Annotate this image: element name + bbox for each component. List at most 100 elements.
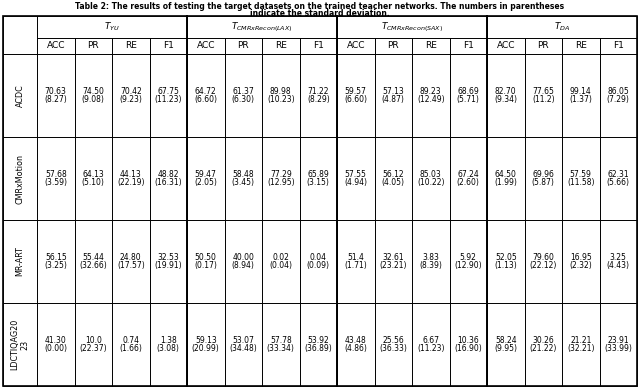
Bar bbox=[412, 38, 449, 54]
Bar bbox=[449, 137, 487, 220]
Text: 79.60: 79.60 bbox=[532, 253, 554, 262]
Bar bbox=[374, 137, 412, 220]
Bar bbox=[112, 38, 150, 54]
Text: 56.12: 56.12 bbox=[383, 170, 404, 179]
Text: (1.66): (1.66) bbox=[119, 344, 142, 353]
Bar bbox=[74, 38, 112, 54]
Text: (0.09): (0.09) bbox=[307, 261, 330, 270]
Text: $T_{DA}$: $T_{DA}$ bbox=[554, 21, 570, 33]
Text: 71.22: 71.22 bbox=[307, 87, 329, 96]
Text: (21.22): (21.22) bbox=[529, 344, 557, 353]
Text: (2.32): (2.32) bbox=[570, 261, 592, 270]
Text: (11.58): (11.58) bbox=[567, 178, 595, 187]
Text: 25.56: 25.56 bbox=[382, 336, 404, 345]
Text: 70.63: 70.63 bbox=[45, 87, 67, 96]
Text: (23.21): (23.21) bbox=[380, 261, 407, 270]
Text: F1: F1 bbox=[163, 41, 173, 50]
Bar bbox=[337, 220, 374, 303]
Text: 16.95: 16.95 bbox=[570, 253, 591, 262]
Text: (8.27): (8.27) bbox=[44, 95, 67, 104]
Text: 53.07: 53.07 bbox=[232, 336, 254, 345]
Text: (9.34): (9.34) bbox=[494, 95, 517, 104]
Text: PR: PR bbox=[237, 41, 249, 50]
Bar bbox=[150, 38, 187, 54]
Text: 23.91: 23.91 bbox=[607, 336, 629, 345]
Bar bbox=[150, 54, 187, 137]
Text: (1.71): (1.71) bbox=[344, 261, 367, 270]
Bar bbox=[262, 303, 300, 386]
Text: (22.37): (22.37) bbox=[79, 344, 107, 353]
Text: F1: F1 bbox=[613, 41, 624, 50]
Bar bbox=[525, 54, 562, 137]
Text: MR-ART: MR-ART bbox=[15, 246, 24, 277]
Text: (3.59): (3.59) bbox=[44, 178, 67, 187]
Bar bbox=[3, 54, 37, 137]
Text: (16.90): (16.90) bbox=[454, 344, 482, 353]
Text: F1: F1 bbox=[463, 41, 474, 50]
Text: 3.25: 3.25 bbox=[610, 253, 627, 262]
Text: 52.05: 52.05 bbox=[495, 253, 516, 262]
Bar bbox=[487, 16, 637, 38]
Text: 70.42: 70.42 bbox=[120, 87, 141, 96]
Text: 85.03: 85.03 bbox=[420, 170, 442, 179]
Text: 77.65: 77.65 bbox=[532, 87, 554, 96]
Text: ACC: ACC bbox=[346, 41, 365, 50]
Text: (1.99): (1.99) bbox=[494, 178, 517, 187]
Bar bbox=[74, 54, 112, 137]
Text: 0.74: 0.74 bbox=[122, 336, 140, 345]
Text: 24.80: 24.80 bbox=[120, 253, 141, 262]
Text: ACC: ACC bbox=[497, 41, 515, 50]
Text: (4.05): (4.05) bbox=[381, 178, 404, 187]
Bar bbox=[74, 220, 112, 303]
Bar bbox=[225, 220, 262, 303]
Text: 10.36: 10.36 bbox=[458, 336, 479, 345]
Text: 74.50: 74.50 bbox=[83, 87, 104, 96]
Text: RE: RE bbox=[125, 41, 137, 50]
Bar bbox=[187, 16, 337, 38]
Bar bbox=[3, 303, 37, 386]
Text: ACC: ACC bbox=[196, 41, 215, 50]
Text: (4.87): (4.87) bbox=[382, 95, 404, 104]
Bar bbox=[562, 303, 600, 386]
Bar bbox=[412, 137, 449, 220]
Bar bbox=[374, 54, 412, 137]
Text: (6.60): (6.60) bbox=[195, 95, 217, 104]
Text: 6.67: 6.67 bbox=[422, 336, 439, 345]
Text: 10.0: 10.0 bbox=[85, 336, 102, 345]
Bar bbox=[74, 303, 112, 386]
Text: 1.38: 1.38 bbox=[160, 336, 177, 345]
Bar bbox=[300, 220, 337, 303]
Text: 68.69: 68.69 bbox=[458, 87, 479, 96]
Text: (3.08): (3.08) bbox=[157, 344, 180, 353]
Text: 32.53: 32.53 bbox=[157, 253, 179, 262]
Text: (17.57): (17.57) bbox=[117, 261, 145, 270]
Text: 53.92: 53.92 bbox=[307, 336, 329, 345]
Bar bbox=[487, 303, 525, 386]
Text: 3.83: 3.83 bbox=[422, 253, 439, 262]
Bar bbox=[225, 137, 262, 220]
Text: (6.60): (6.60) bbox=[344, 95, 367, 104]
Text: 69.96: 69.96 bbox=[532, 170, 554, 179]
Bar bbox=[449, 303, 487, 386]
Bar bbox=[112, 54, 150, 137]
Bar bbox=[449, 54, 487, 137]
Text: ACC: ACC bbox=[47, 41, 65, 50]
Text: PR: PR bbox=[387, 41, 399, 50]
Text: (3.45): (3.45) bbox=[232, 178, 255, 187]
Text: 57.68: 57.68 bbox=[45, 170, 67, 179]
Text: (1.37): (1.37) bbox=[570, 95, 592, 104]
Text: (3.25): (3.25) bbox=[44, 261, 67, 270]
Text: (8.29): (8.29) bbox=[307, 95, 330, 104]
Text: RE: RE bbox=[275, 41, 287, 50]
Text: (36.89): (36.89) bbox=[305, 344, 332, 353]
Text: (5.87): (5.87) bbox=[532, 178, 555, 187]
Text: (11.23): (11.23) bbox=[417, 344, 445, 353]
Text: (10.23): (10.23) bbox=[267, 95, 294, 104]
Bar bbox=[337, 303, 374, 386]
Bar bbox=[112, 303, 150, 386]
Bar bbox=[600, 220, 637, 303]
Bar bbox=[600, 137, 637, 220]
Text: 67.75: 67.75 bbox=[157, 87, 179, 96]
Text: 30.26: 30.26 bbox=[532, 336, 554, 345]
Text: (5.71): (5.71) bbox=[457, 95, 480, 104]
